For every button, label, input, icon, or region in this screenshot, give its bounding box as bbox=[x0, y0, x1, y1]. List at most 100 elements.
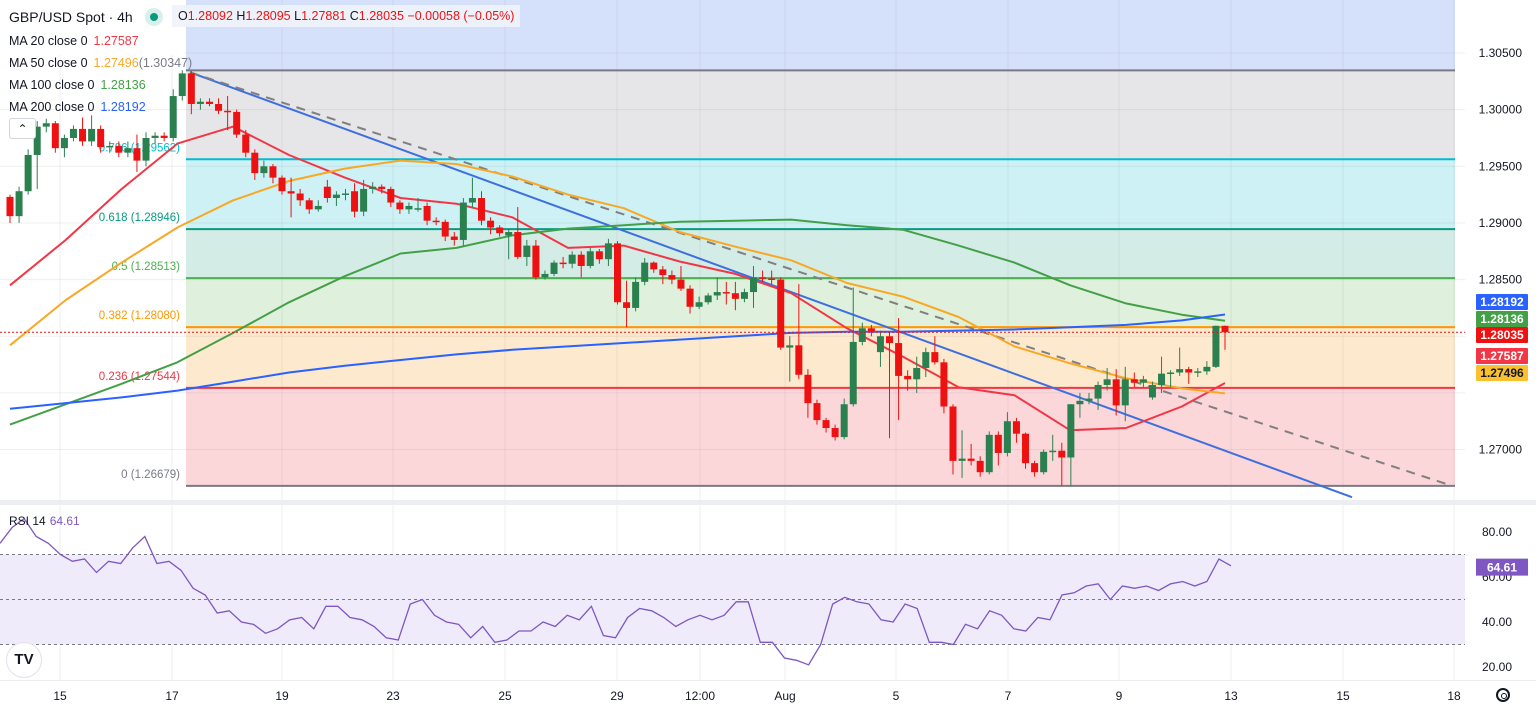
candle[interactable] bbox=[1049, 434, 1057, 461]
candle[interactable] bbox=[387, 186, 395, 208]
candle[interactable] bbox=[831, 424, 839, 441]
candle[interactable] bbox=[405, 202, 413, 214]
candle[interactable] bbox=[1103, 367, 1111, 391]
candle[interactable] bbox=[88, 115, 96, 146]
candle[interactable] bbox=[296, 188, 304, 206]
candle[interactable] bbox=[777, 277, 785, 350]
candle[interactable] bbox=[931, 336, 939, 365]
candle[interactable] bbox=[686, 285, 694, 314]
candle[interactable] bbox=[804, 369, 812, 418]
candle[interactable] bbox=[33, 120, 41, 189]
candle[interactable] bbox=[341, 188, 349, 201]
candle[interactable] bbox=[713, 277, 721, 300]
trendline-dashed[interactable] bbox=[189, 71, 1453, 487]
candle[interactable] bbox=[51, 120, 59, 153]
candle[interactable] bbox=[958, 430, 966, 478]
tradingview-logo-icon[interactable]: TV bbox=[6, 642, 42, 678]
candle[interactable] bbox=[677, 266, 685, 291]
candle[interactable] bbox=[1176, 347, 1184, 376]
candle[interactable] bbox=[423, 202, 431, 226]
collapse-legend-button[interactable]: ⌃ bbox=[9, 118, 36, 139]
candle[interactable] bbox=[759, 270, 767, 282]
candle[interactable] bbox=[441, 219, 449, 242]
candle[interactable] bbox=[1130, 372, 1138, 388]
candle[interactable] bbox=[822, 417, 830, 433]
legend-ma100[interactable]: MA 100 close 0 1.28136 bbox=[9, 78, 146, 92]
candle[interactable] bbox=[142, 132, 150, 167]
candle[interactable] bbox=[314, 200, 322, 212]
candle[interactable] bbox=[432, 217, 440, 226]
symbol-title[interactable]: GBP/USD Spot · 4h bbox=[9, 9, 133, 25]
candle[interactable] bbox=[477, 191, 485, 226]
candle[interactable] bbox=[79, 117, 87, 146]
candle[interactable] bbox=[867, 324, 875, 337]
candle[interactable] bbox=[351, 183, 359, 218]
candle[interactable] bbox=[323, 179, 331, 203]
candle[interactable] bbox=[586, 247, 594, 269]
legend-ma50[interactable]: MA 50 close 0 1.27496(1.30347) bbox=[9, 56, 192, 70]
candle[interactable] bbox=[196, 98, 204, 110]
candle[interactable] bbox=[332, 191, 340, 206]
candle[interactable] bbox=[913, 356, 921, 393]
candle[interactable] bbox=[895, 318, 903, 421]
candle[interactable] bbox=[1121, 366, 1129, 422]
market-status-icon[interactable] bbox=[145, 8, 163, 26]
candle[interactable] bbox=[976, 456, 984, 477]
candle[interactable] bbox=[6, 194, 14, 223]
candle[interactable] bbox=[1221, 325, 1229, 350]
candle[interactable] bbox=[967, 443, 975, 466]
candle[interactable] bbox=[468, 177, 476, 208]
candle[interactable] bbox=[1139, 375, 1147, 388]
candle[interactable] bbox=[740, 288, 748, 303]
candle[interactable] bbox=[378, 184, 386, 194]
candle[interactable] bbox=[1194, 367, 1202, 378]
candle[interactable] bbox=[178, 70, 186, 101]
candle[interactable] bbox=[886, 331, 894, 439]
candle[interactable] bbox=[1212, 325, 1220, 368]
candle[interactable] bbox=[233, 109, 241, 138]
candle[interactable] bbox=[242, 130, 250, 158]
candle[interactable] bbox=[813, 399, 821, 425]
candle[interactable] bbox=[786, 336, 794, 382]
candle[interactable] bbox=[278, 175, 286, 195]
candle[interactable] bbox=[287, 177, 295, 218]
candle[interactable] bbox=[1094, 381, 1102, 410]
rsi-legend[interactable]: RSI 14 64.61 bbox=[9, 514, 80, 528]
candle[interactable] bbox=[151, 132, 159, 144]
candle[interactable] bbox=[922, 347, 930, 378]
candle[interactable] bbox=[1085, 392, 1093, 405]
candle[interactable] bbox=[1167, 370, 1175, 388]
candle[interactable] bbox=[632, 277, 640, 312]
candle[interactable] bbox=[650, 261, 658, 273]
candle[interactable] bbox=[187, 71, 195, 115]
candle[interactable] bbox=[1158, 356, 1166, 393]
legend-ma20[interactable]: MA 20 close 0 1.27587 bbox=[9, 34, 139, 48]
candle[interactable] bbox=[849, 287, 857, 407]
candle[interactable] bbox=[1031, 460, 1039, 477]
candle[interactable] bbox=[1012, 417, 1020, 443]
candle[interactable] bbox=[541, 270, 549, 280]
candle[interactable] bbox=[559, 256, 567, 269]
candle[interactable] bbox=[532, 239, 540, 280]
candle[interactable] bbox=[1003, 412, 1011, 457]
candle[interactable] bbox=[722, 281, 730, 305]
trendline-solid[interactable] bbox=[189, 71, 1353, 499]
ma-line-ma200[interactable] bbox=[9, 313, 1226, 410]
candle[interactable] bbox=[1058, 442, 1066, 486]
candle[interactable] bbox=[940, 358, 948, 414]
candle[interactable] bbox=[505, 228, 513, 260]
rsi-line[interactable] bbox=[0, 517, 1232, 666]
candle[interactable] bbox=[450, 232, 458, 246]
candle[interactable] bbox=[704, 293, 712, 305]
candle[interactable] bbox=[15, 186, 23, 223]
candle[interactable] bbox=[568, 251, 576, 269]
candle[interactable] bbox=[595, 249, 603, 264]
candle[interactable] bbox=[42, 118, 50, 133]
candle[interactable] bbox=[795, 284, 803, 380]
candle[interactable] bbox=[360, 179, 368, 217]
candle[interactable] bbox=[1148, 381, 1156, 400]
candle[interactable] bbox=[523, 239, 531, 267]
candle[interactable] bbox=[641, 258, 649, 286]
candle[interactable] bbox=[623, 280, 631, 328]
candle[interactable] bbox=[369, 182, 377, 194]
